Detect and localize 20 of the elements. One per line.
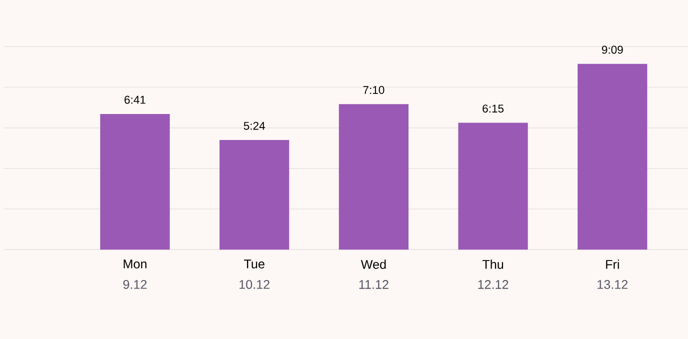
bar [458, 122, 528, 250]
bar [578, 64, 648, 250]
x-tick-label: Mon [124, 260, 146, 268]
bar [338, 104, 409, 250]
data-label: 9:09 [602, 46, 623, 54]
text: 12.12 [478, 280, 508, 289]
bar [100, 114, 170, 250]
x-tick-label: Wed [360, 260, 386, 269]
text: 11.12 [359, 280, 388, 289]
data-label: 5:24 [244, 122, 265, 130]
data-label: 6:41 [124, 96, 146, 104]
x-tick-label: Fri [606, 260, 619, 269]
data-label: 7:10 [363, 86, 384, 94]
bar [220, 140, 290, 250]
x-tick-label: Thu [482, 260, 504, 269]
data-label: 6:15 [482, 104, 504, 112]
text: 9.12 [123, 280, 147, 289]
x-tick-label: Tue [244, 260, 264, 268]
text: 10.12 [240, 280, 270, 289]
text: 13.12 [598, 280, 628, 289]
